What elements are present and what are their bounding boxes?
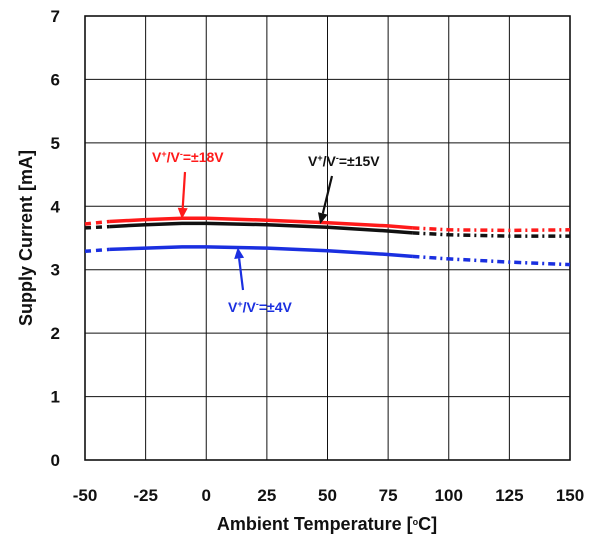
annotation-arrow-head — [234, 247, 245, 259]
series-layer — [84, 216, 571, 267]
x-tick-label: 125 — [495, 486, 523, 505]
x-tick-label: 75 — [379, 486, 398, 505]
series-line — [109, 216, 413, 230]
series-line-extrapolated-low — [84, 224, 110, 230]
series-annotation-label: V+/V-=±18V — [152, 149, 224, 165]
series-line-extrapolated-high — [412, 231, 570, 238]
y-tick-labels: 0 1 2 3 4 5 6 7 — [51, 7, 61, 470]
series-line — [109, 221, 413, 235]
x-tick-label: 0 — [202, 486, 211, 505]
series-line-extrapolated-high — [412, 226, 571, 233]
y-axis-title: Supply Current [mA] — [16, 150, 36, 326]
y-tick-label: 3 — [51, 261, 60, 280]
series-line-extrapolated-low — [84, 247, 110, 254]
x-tick-label: 25 — [257, 486, 276, 505]
y-tick-label: 0 — [51, 451, 60, 470]
plot-frame — [84, 15, 571, 461]
x-tick-label: -50 — [73, 486, 98, 505]
y-tick-label: 4 — [51, 197, 61, 216]
y-tick-label: 5 — [51, 134, 60, 153]
x-axis-title: Ambient Temperature [oC] — [217, 514, 437, 534]
annotation-arrow-head — [177, 207, 188, 219]
x-tick-label: -25 — [133, 486, 158, 505]
y-tick-label: 6 — [51, 70, 60, 89]
y-tick-label: 7 — [51, 7, 60, 26]
x-tick-label: 50 — [318, 486, 337, 505]
annotation-layer: V+/V-=±18V V+/V-=±15V V+/V-=±4V — [152, 149, 380, 315]
series-line — [109, 245, 413, 259]
series-line-extrapolated-low — [84, 219, 110, 226]
y-tick-label: 2 — [51, 324, 60, 343]
y-tick-label: 1 — [51, 388, 60, 407]
x-tick-label: 150 — [556, 486, 584, 505]
series-annotation-label: V+/V-=±4V — [228, 299, 292, 315]
annotation-arrow-line — [238, 258, 245, 291]
x-tick-labels: -50 -25 0 25 50 75 100 125 150 — [73, 486, 584, 505]
series-line-extrapolated-high — [412, 254, 571, 267]
series-annotation-label: V+/V-=±15V — [308, 153, 380, 169]
annotation-arrow-line — [181, 171, 187, 209]
annotation-arrow-head — [318, 212, 328, 224]
x-tick-label: 100 — [435, 486, 463, 505]
annotation-arrow-line — [321, 175, 334, 214]
